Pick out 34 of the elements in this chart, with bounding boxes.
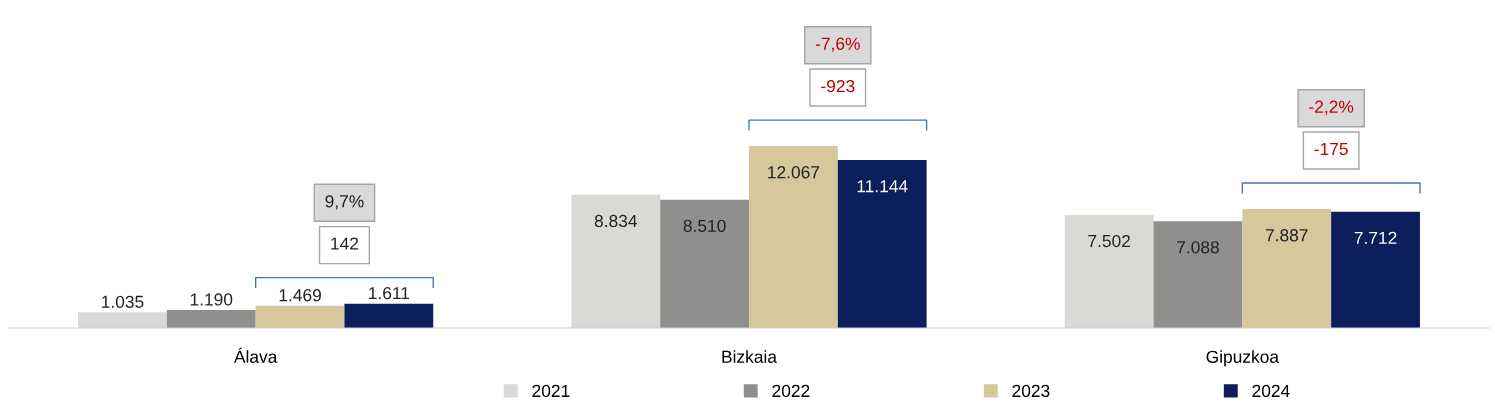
- bar: [344, 303, 434, 328]
- annotation: -175: [1314, 143, 1348, 156]
- text: -923: [821, 79, 855, 93]
- data-label: 1.469: [279, 289, 321, 302]
- legend-label: 2022: [772, 384, 810, 398]
- annotation: 142: [331, 237, 359, 250]
- data-label: 12.067: [768, 166, 820, 179]
- x-tick-label: Álava: [233, 347, 278, 363]
- data-label: 7.712: [1354, 231, 1397, 244]
- text: -7,6%: [815, 37, 860, 52]
- bar: [1242, 209, 1332, 328]
- data-label: 8.834: [594, 214, 638, 228]
- legend-label: 2021: [532, 384, 570, 398]
- data-label: 7.088: [1177, 241, 1219, 254]
- text: -2,2%: [1309, 100, 1354, 115]
- bar: [1331, 211, 1420, 328]
- legend-label: 2023: [1012, 384, 1050, 398]
- legend-label: 2024: [1252, 384, 1290, 398]
- data-label: 7.502: [1088, 234, 1130, 248]
- data-label: 1.611: [369, 286, 410, 300]
- bar: [166, 310, 256, 328]
- annotation: 9,7%: [325, 195, 364, 210]
- data-label: 7.887: [1265, 229, 1308, 242]
- data-label: 11.144: [857, 180, 908, 193]
- x-tick-label: Bizkaia: [722, 350, 777, 363]
- bar: [660, 199, 749, 328]
- bar: [748, 146, 838, 328]
- data-label: 1.190: [190, 293, 233, 306]
- bar: [1153, 221, 1243, 328]
- bar: [255, 305, 345, 328]
- data-label: 1.035: [102, 295, 144, 308]
- x-tick-label: Gipuzkoa: [1206, 350, 1280, 367]
- bar: [837, 160, 927, 328]
- data-label: 8.510: [683, 219, 726, 232]
